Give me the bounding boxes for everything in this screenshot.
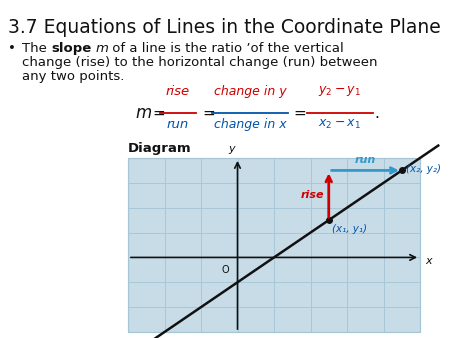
Text: (x₂, y₂): (x₂, y₂): [406, 164, 441, 174]
Text: =: =: [202, 105, 215, 121]
Text: $y_2-y_1$: $y_2-y_1$: [319, 84, 361, 98]
Text: O: O: [222, 265, 230, 275]
Text: rise: rise: [300, 190, 324, 200]
Text: 3.7 Equations of Lines in the Coordinate Plane: 3.7 Equations of Lines in the Coordinate…: [8, 18, 441, 37]
Text: $x_2-x_1$: $x_2-x_1$: [319, 118, 361, 131]
Text: $m$: $m$: [135, 104, 152, 122]
Text: The: The: [22, 42, 51, 55]
Text: •: •: [8, 42, 16, 55]
Text: y: y: [228, 144, 235, 154]
Text: change (rise) to the horizontal change (run) between: change (rise) to the horizontal change (…: [22, 56, 378, 69]
Text: =: =: [293, 105, 306, 121]
Text: change in y: change in y: [214, 85, 286, 98]
Text: x: x: [425, 257, 432, 266]
Text: rise: rise: [166, 85, 190, 98]
Text: change in x: change in x: [214, 118, 286, 131]
Text: run: run: [355, 155, 376, 165]
Text: of a line is the ratio ʼof the vertical: of a line is the ratio ʼof the vertical: [108, 42, 344, 55]
Text: .: .: [374, 105, 379, 121]
Text: =: =: [152, 105, 165, 121]
Text: any two points.: any two points.: [22, 70, 124, 83]
Text: m: m: [95, 42, 108, 55]
Text: slope: slope: [51, 42, 91, 55]
Bar: [128, 158, 420, 332]
Text: run: run: [167, 118, 189, 131]
Text: Diagram: Diagram: [128, 142, 192, 155]
Text: (x₁, y₁): (x₁, y₁): [332, 224, 367, 234]
